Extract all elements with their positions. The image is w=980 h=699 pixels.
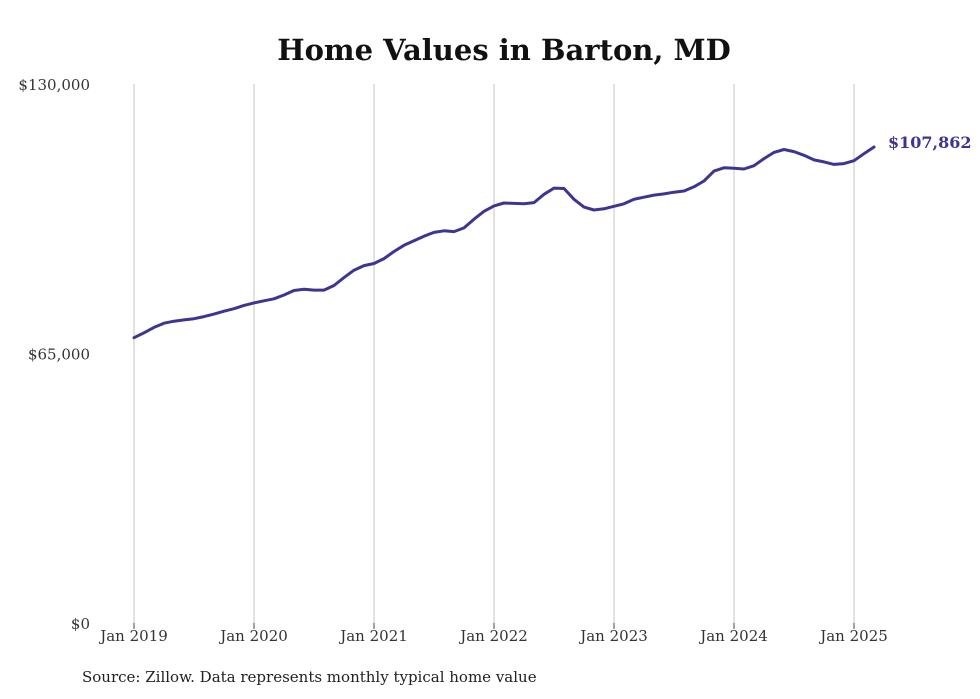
x-tick-label: Jan 2019 xyxy=(98,627,168,645)
y-tick-label: $0 xyxy=(71,615,90,633)
x-tick-label: Jan 2024 xyxy=(698,627,768,645)
end-value-label: $107,862 xyxy=(888,133,972,152)
y-axis: $0 $65,000 $130,000 xyxy=(18,76,90,633)
x-tick-label: Jan 2021 xyxy=(338,627,408,645)
series-line-0 xyxy=(132,145,876,340)
chart-title: Home Values in Barton, MD xyxy=(277,33,731,67)
gridlines xyxy=(133,84,855,623)
source-note: Source: Zillow. Data represents monthly … xyxy=(82,668,537,686)
y-tick-label: $130,000 xyxy=(18,76,90,94)
x-tick-label: Jan 2023 xyxy=(578,627,648,645)
x-tick-label: Jan 2022 xyxy=(458,627,528,645)
series-layer: $107,862 xyxy=(132,133,972,340)
x-tick-label: Jan 2025 xyxy=(818,627,888,645)
x-tick-label: Jan 2020 xyxy=(218,627,288,645)
x-axis: Jan 2019 Jan 2020 Jan 2021 Jan 2022 Jan 2023… xyxy=(98,623,888,645)
y-tick-label: $65,000 xyxy=(28,346,90,364)
